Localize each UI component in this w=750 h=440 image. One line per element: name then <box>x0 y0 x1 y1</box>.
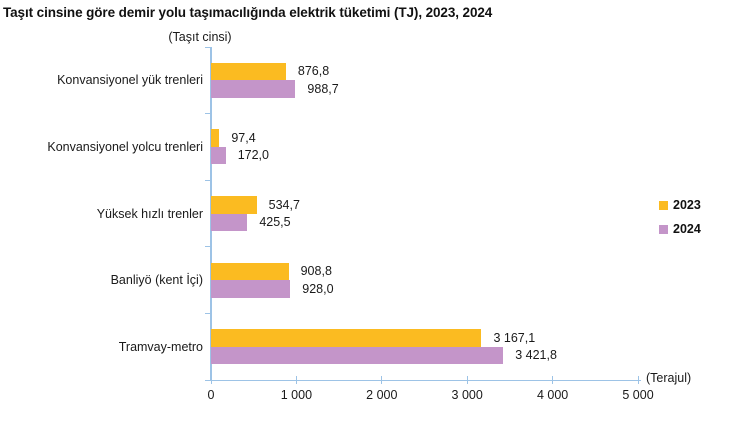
value-label-2023: 97,4 <box>231 130 256 145</box>
category-label: Banliyö (kent İçi) <box>110 273 203 288</box>
value-label-2024: 988,7 <box>307 81 339 96</box>
category-label: Yüksek hızlı trenler <box>96 206 203 221</box>
bar-2024-series <box>211 80 296 98</box>
category-label: Tramvay-metro <box>118 339 203 354</box>
x-axis-tick <box>210 376 212 384</box>
bar-2024-series <box>211 280 291 298</box>
value-label-2024: 425,5 <box>259 215 291 229</box>
x-axis-tick-label: 2 000 <box>366 388 398 402</box>
y-axis-tick <box>205 246 211 248</box>
bar-2023-series <box>211 196 257 214</box>
x-axis-tick-label: 5 000 <box>622 388 654 402</box>
x-axis-tick-label: 0 <box>207 388 215 402</box>
legend-item-2023: 2023 <box>659 199 701 212</box>
legend-item-2024: 2024 <box>659 223 701 236</box>
bar-2024-series <box>211 213 248 231</box>
y-axis-tick <box>205 379 211 381</box>
category-label: Konvansiyonel yolcu trenleri <box>47 139 203 154</box>
bar-2023-series <box>211 329 482 347</box>
y-axis-tick <box>205 312 211 314</box>
chart-title: Taşıt cinsine göre demir yolu taşımacılı… <box>3 5 493 20</box>
x-axis-line <box>210 379 641 381</box>
y-axis-tick <box>205 179 211 181</box>
legend-label-2024: 2024 <box>673 222 701 236</box>
y-axis-line <box>210 47 212 380</box>
legend-label-2023: 2023 <box>673 198 701 212</box>
bar-2023-series <box>211 262 289 281</box>
bar-2024-series <box>211 146 226 165</box>
legend: 2023 2024 <box>659 199 701 247</box>
y-axis-tick <box>205 113 211 115</box>
legend-swatch-2023-icon <box>659 201 668 210</box>
x-axis-tick <box>295 376 297 384</box>
value-label-2023: 534,7 <box>268 197 300 212</box>
x-axis-tick <box>637 376 639 384</box>
x-axis-title: (Terajul) <box>646 371 692 385</box>
value-label-2024: 928,0 <box>302 281 334 296</box>
x-axis-tick-label: 3 000 <box>451 388 483 402</box>
category-label: Konvansiyonel yük trenleri <box>57 73 203 88</box>
x-axis-tick-label: 1 000 <box>280 388 313 402</box>
x-axis-tick <box>381 376 383 384</box>
x-axis-tick <box>552 376 554 384</box>
y-axis-title: (Taşıt cinsi) <box>168 30 232 44</box>
y-axis-tick <box>205 46 211 48</box>
x-axis-tick-label: 4 000 <box>536 388 569 402</box>
value-label-2024: 3 421,8 <box>515 348 557 363</box>
value-label-2023: 908,8 <box>300 264 332 279</box>
value-label-2024: 172,0 <box>237 148 269 163</box>
legend-swatch-2024-icon <box>659 225 668 234</box>
bar-2023-series <box>211 62 286 81</box>
value-label-2023: 3 167,1 <box>493 330 536 345</box>
bar-2023-series <box>211 129 220 147</box>
bar-2024-series <box>211 346 504 365</box>
x-axis-tick <box>466 376 468 384</box>
value-label-2023: 876,8 <box>297 64 330 79</box>
